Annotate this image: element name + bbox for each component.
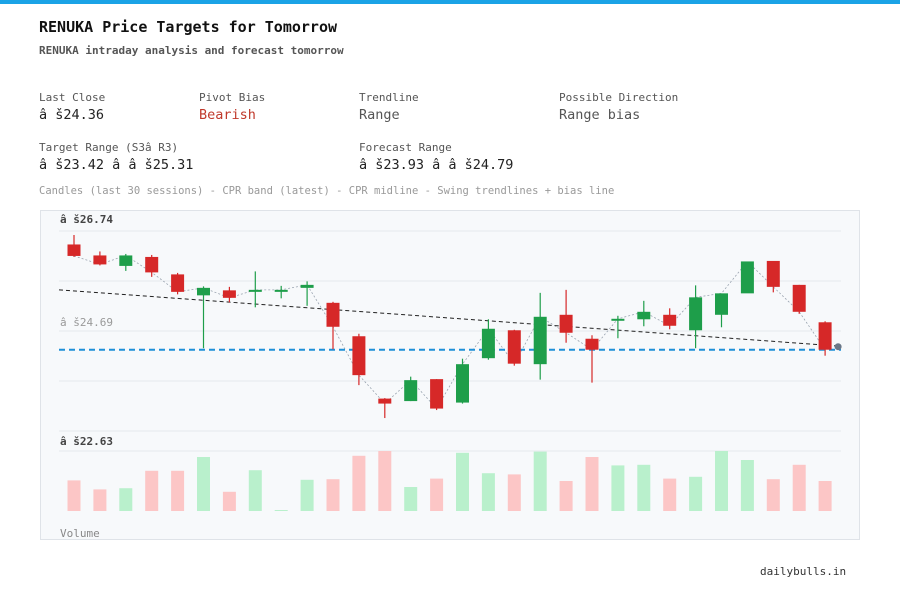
volume-bar [274, 510, 288, 511]
candle-body [274, 289, 288, 292]
candle-body [533, 316, 547, 365]
y-axis-label-bottom: â š22.63 [60, 435, 113, 448]
y-axis-label-top: â š26.74 [60, 213, 113, 226]
y-axis-label-mid: â š24.69 [60, 316, 113, 329]
volume-bar [481, 473, 495, 511]
volume-bar [93, 489, 107, 511]
trendline-value: Range [359, 107, 400, 123]
target-range-label: Target Range (S3â R3) [39, 141, 179, 154]
volume-bar [766, 479, 780, 511]
volume-bar [507, 474, 521, 511]
volume-bar [352, 455, 366, 511]
volume-bar [67, 480, 81, 511]
direction-label: Possible Direction [559, 91, 679, 104]
top-accent-bar [0, 0, 900, 4]
volume-bar [689, 476, 703, 511]
chart-container: â š26.74 â š24.69 â š22.63 Volume [40, 210, 860, 540]
volume-bar [585, 457, 599, 511]
page-title: RENUKA Price Targets for Tomorrow [39, 18, 338, 36]
candle-body [352, 336, 366, 376]
volume-bar [378, 451, 392, 511]
target-range-value: â š23.42 â â š25.31 [39, 157, 194, 173]
volume-bar [740, 460, 754, 511]
axis-labels: â š26.74 â š24.69 â š22.63 Volume [60, 213, 113, 540]
candle-body [430, 379, 444, 409]
volume-bar [404, 487, 418, 511]
volume-bars [67, 451, 832, 511]
candle-body [222, 290, 236, 298]
volume-bar [326, 479, 340, 511]
candle-body [585, 338, 599, 350]
pivot-bias-value: Bearish [199, 107, 256, 123]
volume-bar [818, 481, 832, 511]
candle-body [766, 260, 780, 287]
volume-bar [222, 491, 236, 511]
candle-body [378, 398, 392, 404]
last-close-label: Last Close [39, 91, 106, 104]
volume-label: Volume [60, 527, 100, 540]
candle-body [663, 314, 677, 326]
candle-body [481, 328, 495, 359]
forecast-range-label: Forecast Range [359, 141, 452, 154]
volume-bar [663, 478, 677, 511]
forecast-range-value: â š23.93 â â š24.79 [359, 157, 514, 173]
candle-body [507, 330, 521, 364]
candle-body [689, 297, 703, 331]
candle-body [715, 293, 728, 315]
volume-bar [637, 464, 651, 511]
pivot-bias-label: Pivot Bias [199, 91, 266, 104]
candle-body [67, 244, 81, 256]
volume-bar [171, 470, 185, 511]
candle-body [559, 314, 573, 333]
candlestick-chart: â š26.74 â š24.69 â š22.63 Volume [58, 213, 842, 540]
chart-grid [59, 230, 841, 452]
volume-bar [119, 488, 133, 511]
candle-body [637, 311, 651, 320]
candle-body [326, 302, 340, 327]
direction-value: Range bias [559, 107, 641, 123]
candles [67, 234, 832, 419]
swing-trendline [58, 289, 842, 347]
trendline-label: Trendline [359, 91, 419, 104]
last-close-value: â š24.36 [39, 107, 105, 123]
candle-body [818, 322, 832, 350]
volume-bar [611, 465, 625, 511]
chart-lines [58, 254, 842, 410]
page-subtitle: RENUKA intraday analysis and forecast to… [39, 44, 344, 57]
volume-bar [197, 457, 210, 511]
footer-brand: dailybulls.in [760, 565, 847, 578]
volume-bar [533, 451, 547, 511]
candle-body [792, 284, 806, 312]
volume-bar [248, 470, 262, 511]
volume-bar [300, 479, 314, 511]
candle-body [119, 255, 133, 266]
volume-bar [792, 464, 806, 511]
candle-body [456, 364, 469, 403]
close-path-line [73, 254, 826, 410]
candle-body [145, 256, 159, 273]
candle-body [611, 318, 625, 321]
candle-body [300, 284, 314, 288]
candle-body [197, 287, 210, 296]
volume-bar [456, 452, 469, 511]
volume-bar [430, 478, 444, 511]
volume-bar [145, 470, 159, 511]
volume-bar [559, 481, 573, 511]
candle-body [248, 289, 262, 292]
candle-body [404, 380, 418, 402]
chart-caption: Candles (last 30 sessions) - CPR band (l… [39, 185, 615, 197]
candle-body [93, 255, 107, 265]
last-close-marker [834, 343, 842, 351]
candle-body [171, 274, 185, 292]
volume-bar [715, 451, 728, 511]
candle-body [740, 261, 754, 294]
